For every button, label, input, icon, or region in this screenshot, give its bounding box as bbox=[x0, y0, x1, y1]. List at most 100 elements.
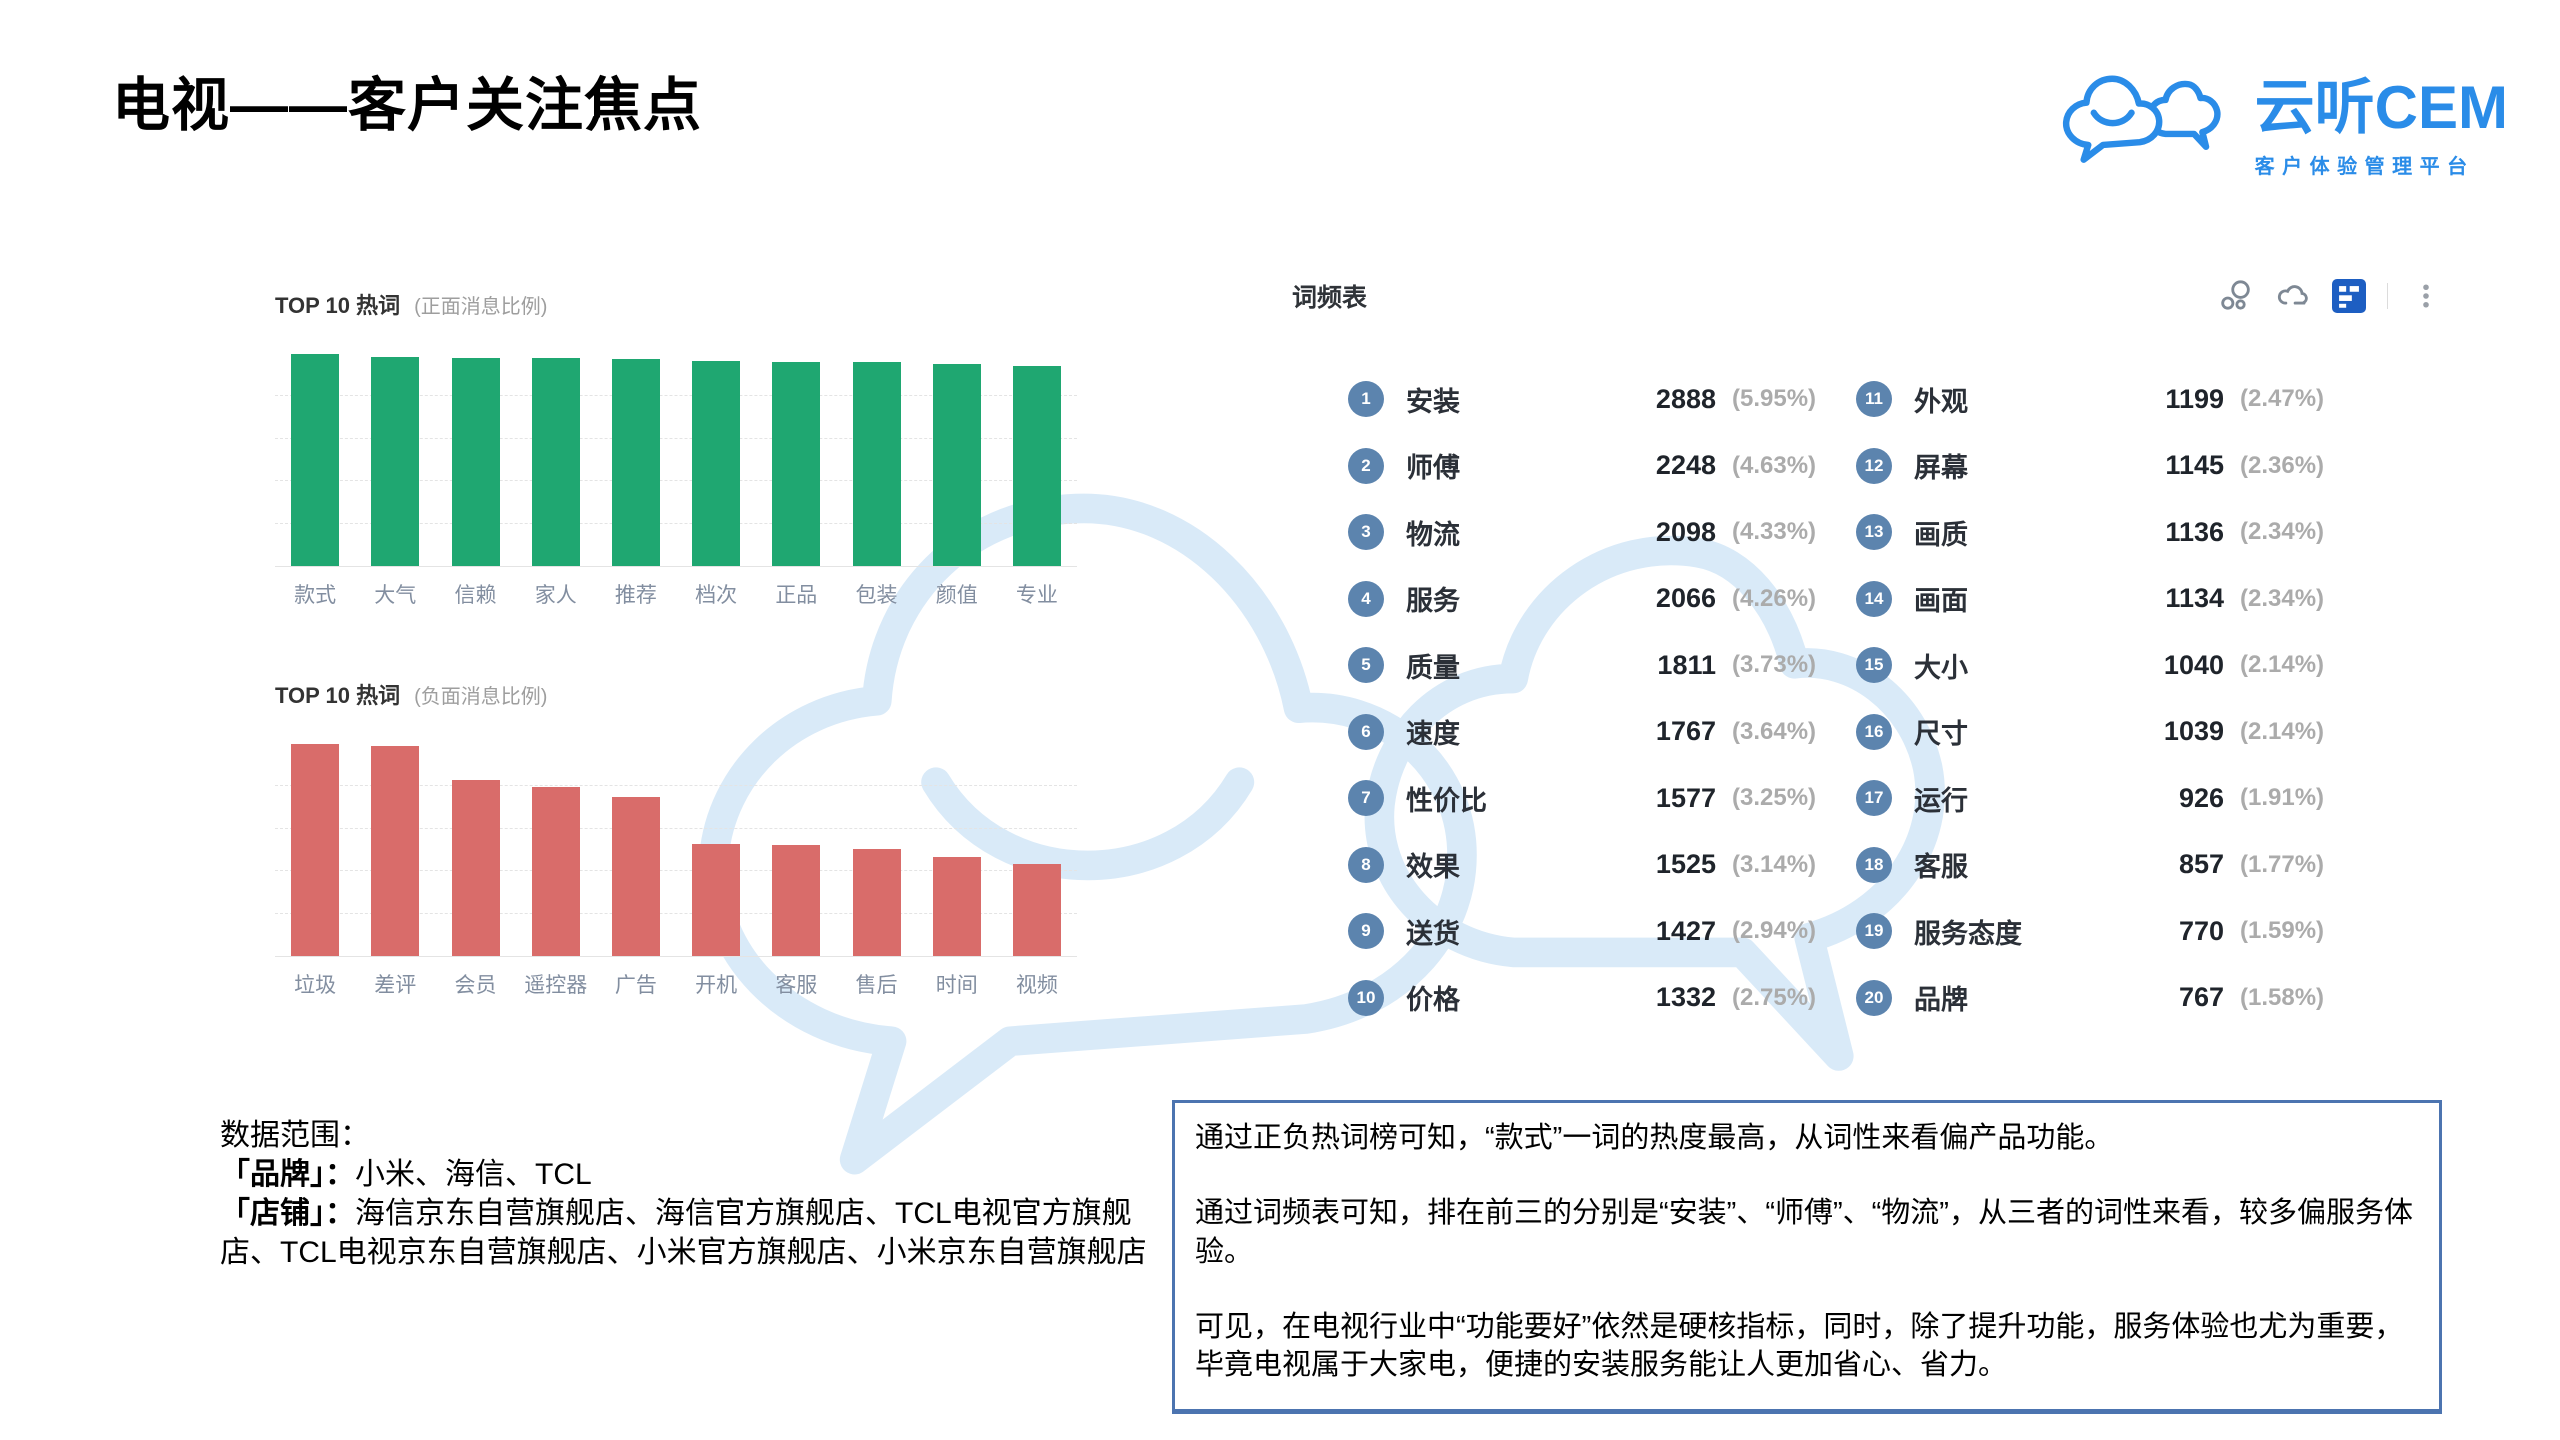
word-cloud-icon[interactable] bbox=[2275, 278, 2311, 314]
bar bbox=[852, 361, 901, 566]
table-row: 19 服务态度 770 (1.59%) bbox=[1856, 898, 2324, 965]
bar bbox=[1012, 366, 1061, 566]
shop-label: 「店铺」： bbox=[220, 1197, 355, 1230]
share-value: (5.95%) bbox=[1732, 385, 1817, 413]
share-value: (3.64%) bbox=[1732, 717, 1817, 745]
bar-column bbox=[756, 744, 836, 956]
bar-column bbox=[355, 354, 435, 566]
rank-badge: 4 bbox=[1348, 580, 1384, 617]
bar-label: 开机 bbox=[695, 974, 738, 997]
bar-column bbox=[435, 354, 515, 566]
count-value: 1134 bbox=[2165, 583, 2224, 614]
bar-label: 客服 bbox=[775, 974, 818, 997]
bar-label: 家人 bbox=[534, 584, 577, 607]
gridline bbox=[275, 480, 1077, 482]
brand-value: 小米、海信、TCL bbox=[355, 1158, 592, 1191]
count-value: 1199 bbox=[2165, 383, 2224, 414]
bar-column bbox=[997, 354, 1077, 566]
bar bbox=[852, 848, 901, 956]
gridline bbox=[275, 912, 1077, 914]
bar-column bbox=[836, 354, 916, 566]
data-scope-shop-line: 「店铺」：海信京东自营旗舰店、海信官方旗舰店、TCL电视官方旗舰店、TCL电视京… bbox=[220, 1194, 1160, 1272]
rank-badge: 5 bbox=[1348, 647, 1384, 684]
share-value: (2.14%) bbox=[2240, 651, 2325, 679]
bar-label: 视频 bbox=[1015, 974, 1058, 997]
count-value: 1427 bbox=[1655, 915, 1716, 946]
more-menu-icon[interactable] bbox=[2408, 278, 2444, 314]
bar-label: 大气 bbox=[374, 584, 417, 607]
word-label: 客服 bbox=[1914, 852, 1968, 883]
brand-logo: 云听CEM 客户体验管理平台 bbox=[2057, 64, 2508, 179]
table-row: 3 物流 2098 (4.33%) bbox=[1348, 499, 1816, 566]
word-label: 速度 bbox=[1406, 719, 1460, 750]
table-row: 14 画面 1134 (2.34%) bbox=[1856, 566, 2324, 633]
rank-badge: 7 bbox=[1348, 780, 1384, 817]
bar-column bbox=[275, 354, 355, 566]
plot-area bbox=[275, 744, 1077, 957]
share-value: (3.14%) bbox=[1732, 850, 1817, 878]
count-value: 1332 bbox=[1655, 982, 1716, 1013]
bar bbox=[291, 354, 340, 566]
share-value: (2.47%) bbox=[2240, 385, 2325, 413]
word-label: 效果 bbox=[1406, 852, 1460, 883]
shop-value: 海信京东自营旗舰店、海信官方旗舰店、TCL电视官方旗舰店、TCL电视京东自营旗舰… bbox=[220, 1197, 1147, 1269]
rank-badge: 9 bbox=[1348, 913, 1384, 950]
gridline bbox=[275, 395, 1077, 397]
chart-header: TOP 10 热词 (负面消息比例) bbox=[275, 678, 1077, 710]
panel-toolbar bbox=[2219, 278, 2444, 314]
table-row: 20 品牌 767 (1.58%) bbox=[1856, 965, 2324, 1032]
rank-badge: 12 bbox=[1856, 447, 1892, 484]
bar bbox=[692, 844, 741, 956]
count-value: 1039 bbox=[2163, 716, 2224, 747]
word-label: 价格 bbox=[1406, 985, 1460, 1016]
share-value: (2.94%) bbox=[1732, 917, 1817, 945]
share-value: (2.34%) bbox=[2240, 518, 2325, 546]
word-label: 安装 bbox=[1406, 386, 1460, 417]
rank-badge: 18 bbox=[1856, 846, 1892, 883]
share-value: (1.59%) bbox=[2240, 917, 2325, 945]
bar bbox=[932, 363, 981, 566]
count-value: 767 bbox=[2178, 982, 2224, 1013]
word-label: 物流 bbox=[1406, 519, 1460, 550]
table-row: 5 质量 1811 (3.73%) bbox=[1348, 632, 1816, 699]
bar-column bbox=[275, 744, 355, 956]
share-value: (1.58%) bbox=[2240, 983, 2325, 1011]
bar-column bbox=[516, 354, 596, 566]
table-row: 13 画质 1136 (2.34%) bbox=[1856, 499, 2324, 566]
word-label: 大小 bbox=[1914, 652, 1968, 683]
bar-column bbox=[676, 744, 756, 956]
rank-badge: 13 bbox=[1856, 514, 1892, 551]
share-value: (2.75%) bbox=[1732, 983, 1817, 1011]
bar bbox=[772, 844, 821, 956]
rank-badge: 1 bbox=[1348, 381, 1384, 418]
bar bbox=[611, 796, 660, 956]
word-label: 品牌 bbox=[1914, 985, 1968, 1016]
table-row: 1 安装 2888 (5.95%) bbox=[1348, 366, 1816, 433]
bar-label: 信赖 bbox=[454, 584, 497, 607]
table-row: 4 服务 2066 (4.26%) bbox=[1348, 566, 1816, 633]
bar-label: 包装 bbox=[855, 584, 898, 607]
panel-title: 词频表 bbox=[1292, 284, 1368, 312]
word-label: 性价比 bbox=[1406, 785, 1487, 816]
bar-column bbox=[917, 744, 997, 956]
word-table-column-left: 1 安装 2888 (5.95%) 2 师傅 2248 (4.63%) 3 物流 2098 (4.33… bbox=[1348, 366, 1816, 1031]
bar-column bbox=[836, 744, 916, 956]
word-label: 服务 bbox=[1406, 586, 1460, 617]
bubble-chart-icon[interactable] bbox=[2219, 278, 2255, 314]
bar-column bbox=[516, 744, 596, 956]
share-value: (4.26%) bbox=[1732, 584, 1817, 612]
word-label: 画面 bbox=[1914, 586, 1968, 617]
table-row: 2 师傅 2248 (4.63%) bbox=[1348, 433, 1816, 500]
chart-subtitle: (负面消息比例) bbox=[414, 686, 548, 708]
word-label: 质量 bbox=[1406, 652, 1460, 683]
table-view-icon[interactable] bbox=[2331, 278, 2367, 314]
chart-title: TOP 10 热词 bbox=[275, 293, 401, 318]
count-value: 926 bbox=[2178, 782, 2224, 813]
gridline bbox=[275, 785, 1077, 787]
chart-subtitle: (正面消息比例) bbox=[414, 296, 548, 318]
share-value: (1.91%) bbox=[2240, 784, 2325, 812]
count-value: 1525 bbox=[1655, 849, 1716, 880]
bar-column bbox=[435, 744, 515, 956]
x-axis-labels: 垃圾 差评 会员 遥控器 广告 开机 客服 售后 时间 视频 bbox=[275, 969, 1077, 999]
rank-badge: 3 bbox=[1348, 514, 1384, 551]
